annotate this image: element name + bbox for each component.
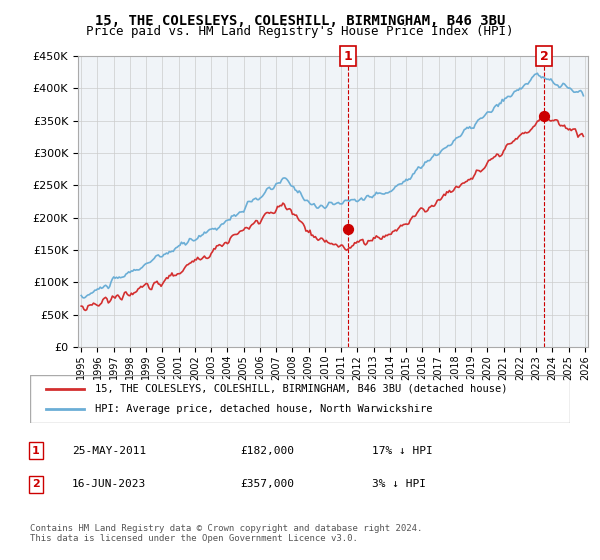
Text: 1: 1 bbox=[32, 446, 40, 456]
Text: 15, THE COLESLEYS, COLESHILL, BIRMINGHAM, B46 3BU: 15, THE COLESLEYS, COLESHILL, BIRMINGHAM… bbox=[95, 14, 505, 28]
Text: 25-MAY-2011: 25-MAY-2011 bbox=[72, 446, 146, 456]
Text: HPI: Average price, detached house, North Warwickshire: HPI: Average price, detached house, Nort… bbox=[95, 404, 432, 414]
Text: 2: 2 bbox=[540, 49, 548, 63]
Text: Price paid vs. HM Land Registry's House Price Index (HPI): Price paid vs. HM Land Registry's House … bbox=[86, 25, 514, 38]
Text: 17% ↓ HPI: 17% ↓ HPI bbox=[372, 446, 433, 456]
Point bbox=[539, 111, 549, 120]
Text: 3% ↓ HPI: 3% ↓ HPI bbox=[372, 479, 426, 489]
Text: 2: 2 bbox=[32, 479, 40, 489]
Text: 1: 1 bbox=[344, 49, 352, 63]
Text: 16-JUN-2023: 16-JUN-2023 bbox=[72, 479, 146, 489]
Text: £182,000: £182,000 bbox=[240, 446, 294, 456]
Text: Contains HM Land Registry data © Crown copyright and database right 2024.
This d: Contains HM Land Registry data © Crown c… bbox=[30, 524, 422, 543]
Text: 15, THE COLESLEYS, COLESHILL, BIRMINGHAM, B46 3BU (detached house): 15, THE COLESLEYS, COLESHILL, BIRMINGHAM… bbox=[95, 384, 508, 394]
Text: £357,000: £357,000 bbox=[240, 479, 294, 489]
Point bbox=[343, 225, 353, 234]
